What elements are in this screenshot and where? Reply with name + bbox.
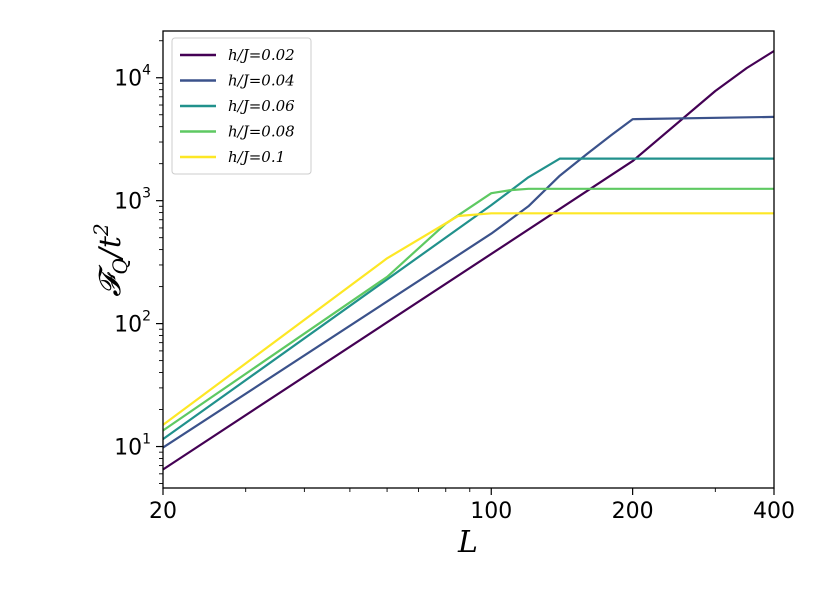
series-line-4 [162, 187, 774, 432]
y-axis-ticks: 101 102 103 104 [114, 40, 163, 484]
legend-label-1: h/J=0.02 [228, 46, 295, 64]
legend-box [171, 37, 312, 175]
x-tick-label: 200 [612, 499, 654, 524]
series-line-2 [162, 115, 775, 449]
y-axis-title: 𝓕Q/t2 [89, 223, 132, 296]
plot-lines [162, 50, 775, 471]
y-tick-label: 103 [114, 186, 151, 215]
plot-frame [162, 30, 775, 489]
x-tick-label: 20 [149, 499, 177, 524]
x-tick-label: 400 [753, 499, 795, 524]
x-tick-label: 100 [470, 499, 512, 524]
series-line-3 [162, 157, 774, 440]
x-axis-ticks: 20 100 200 400 [149, 488, 795, 524]
series-line-1 [162, 50, 775, 471]
y-tick-label: 101 [114, 432, 151, 461]
x-axis-title: L [457, 525, 478, 560]
legend-label-4: h/J=0.08 [228, 123, 295, 141]
y-tick-label: 102 [114, 309, 151, 338]
legend: h/J=0.02 h/J=0.04 h/J=0.06 h/J=0.08 h/J=0.1 [171, 37, 312, 175]
legend-label-5: h/J=0.1 [228, 148, 285, 166]
y-tick-label: 104 [114, 63, 151, 92]
legend-label-3: h/J=0.06 [228, 97, 295, 115]
series-line-5 [162, 212, 774, 426]
legend-label-2: h/J=0.04 [228, 72, 295, 90]
